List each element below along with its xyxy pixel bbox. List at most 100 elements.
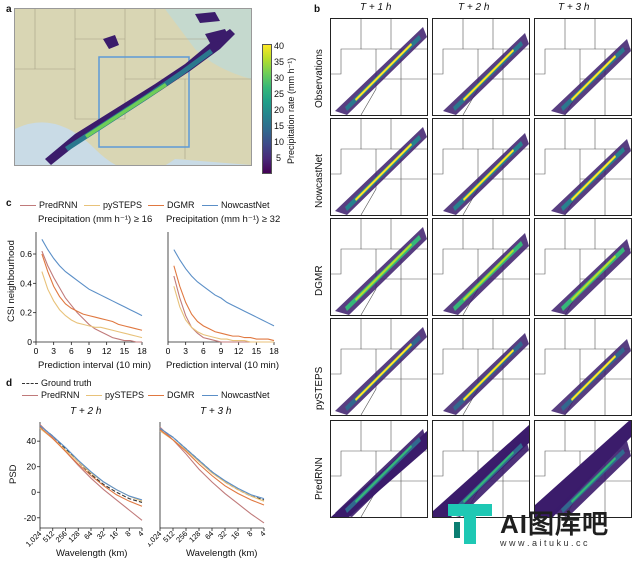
chart-c-right-title: Precipitation (mm h⁻¹) ≥ 32 (166, 214, 281, 225)
series-line-dgmr (39, 426, 143, 507)
x-tick-label: 18 (137, 346, 147, 356)
x-tick-label: 3 (183, 346, 188, 356)
colorbar-tick-30: 30 (274, 73, 285, 83)
legend-d-ground-truth: Ground truth (22, 378, 92, 388)
x-tick-label: 64 (203, 529, 215, 541)
map-cell-1-2 (534, 118, 632, 216)
chart-c-right: 0 3 6 9 12 15 18 (166, 232, 279, 356)
colorbar-label: Precipitation rate (mm h⁻¹) (286, 57, 296, 164)
x-tick-label: 128 (66, 529, 81, 544)
legend-d-predrnn: PredRNN (22, 390, 80, 400)
panel-a-label: a (6, 4, 12, 15)
x-tick-label: 15 (252, 346, 262, 356)
map-cell-0-2 (534, 18, 632, 116)
legend-d-nowcastnet: NowcastNet (202, 390, 270, 400)
map-cell-3-0 (330, 318, 428, 416)
series-line-predrnn (41, 250, 142, 343)
chart-d-right-title: T + 3 h (200, 406, 232, 417)
watermark-url: w w w . a i t u k u . c c (500, 538, 588, 548)
colorbar (262, 44, 272, 174)
watermark-brand: AI图库吧 (500, 509, 610, 539)
y-tick-label: 0.6 (20, 249, 32, 259)
region-box (98, 56, 190, 148)
x-tick-label: 18 (269, 346, 279, 356)
x-tick-label: 4 (136, 529, 145, 538)
legend-d-dgmr: DGMR (148, 390, 195, 400)
row-label-observations: Observations (314, 49, 325, 108)
map-cell-2-1 (432, 218, 530, 316)
panel-d-label: d (6, 378, 13, 389)
row-label-nowcastnet: NowcastNet (314, 154, 325, 208)
panel-a-map (14, 8, 252, 166)
series-line-nowcastnet (39, 425, 143, 501)
legend-c-predrnn: PredRNN (20, 200, 78, 210)
x-tick-label: 12 (102, 346, 112, 356)
colorbar-tick-25: 25 (274, 89, 285, 99)
chart-c-left: 0 3 6 9 12 15 18 0 0.2 0.4 0.6 (20, 232, 147, 356)
x-tick-label: 16 (229, 529, 241, 541)
map-cell-2-0 (330, 218, 428, 316)
aituku-logo-icon (448, 504, 492, 544)
colorbar-tick-40: 40 (274, 41, 285, 51)
series-line-predrnn (159, 426, 265, 524)
colorbar-tick-5: 5 (276, 153, 282, 163)
x-tick-label: 3 (51, 346, 56, 356)
panel-c-label: c (6, 198, 12, 209)
x-tick-label: 12 (234, 346, 244, 356)
col-header-t1: T + 1 h (360, 2, 392, 13)
colorbar-tick-20: 20 (274, 105, 285, 115)
map-cell-3-2 (534, 318, 632, 416)
y-tick-label: 0 (31, 487, 36, 497)
y-tick-label: 0.2 (20, 308, 32, 318)
x-tick-label: 8 (123, 529, 132, 538)
row-label-dgmr: DGMR (314, 265, 325, 296)
y-tick-label: 20 (27, 462, 37, 472)
colorbar-tick-35: 35 (274, 57, 285, 67)
col-header-t2: T + 2 h (458, 2, 490, 13)
legend-c-pysteps: pySTEPS (84, 200, 142, 210)
chart-c-left-title: Precipitation (mm h⁻¹) ≥ 16 (38, 214, 153, 225)
x-tick-label: 6 (69, 346, 74, 356)
chart-c-ylabel: CSI neighbourhood (6, 240, 17, 322)
y-tick-label: -20 (24, 513, 37, 523)
x-tick-label: 64 (82, 529, 94, 541)
chart-c-left-xlabel: Prediction interval (10 min) (38, 360, 151, 371)
chart-d-right-xlabel: Wavelength (km) (186, 548, 258, 559)
map-cell-1-0 (330, 118, 428, 216)
row-label-pysteps: pySTEPS (314, 366, 325, 410)
y-tick-label: 40 (27, 436, 37, 446)
precip-band (45, 12, 235, 165)
x-tick-label: 16 (108, 529, 120, 541)
x-tick-label: 6 (201, 346, 206, 356)
panel-b-label: b (314, 4, 321, 15)
x-tick-label: 4 (258, 529, 267, 538)
legend-c-dgmr: DGMR (148, 200, 195, 210)
x-tick-label: 0 (34, 346, 39, 356)
chart-d-left-title: T + 2 h (70, 406, 102, 417)
x-tick-label: 128 (187, 529, 202, 544)
map-cell-0-1 (432, 18, 530, 116)
series-line-pysteps (173, 286, 274, 343)
map-cell-3-1 (432, 318, 530, 416)
map-cell-2-2 (534, 218, 632, 316)
series-line-dgmr (41, 253, 143, 331)
colorbar-tick-10: 10 (274, 137, 285, 147)
row-label-predrnn: PredRNN (314, 457, 325, 500)
colorbar-tick-15: 15 (274, 121, 285, 131)
legend-d-pysteps: pySTEPS (86, 390, 144, 400)
chart-c-right-xlabel: Prediction interval (10 min) (166, 360, 279, 371)
map-cell-4-1 (432, 420, 530, 518)
map-cell-4-0 (330, 420, 428, 518)
x-tick-label: 32 (95, 529, 107, 541)
map-cell-1-1 (432, 118, 530, 216)
series-line-nowcastnet (173, 249, 275, 327)
map-cell-4-2 (534, 420, 632, 518)
x-tick-label: 1,024 (24, 529, 44, 549)
map-cell-0-0 (330, 18, 428, 116)
x-tick-label: 15 (120, 346, 130, 356)
y-tick-label: 0.4 (20, 278, 32, 288)
series-line-pysteps (41, 271, 143, 339)
x-tick-label: 9 (219, 346, 224, 356)
